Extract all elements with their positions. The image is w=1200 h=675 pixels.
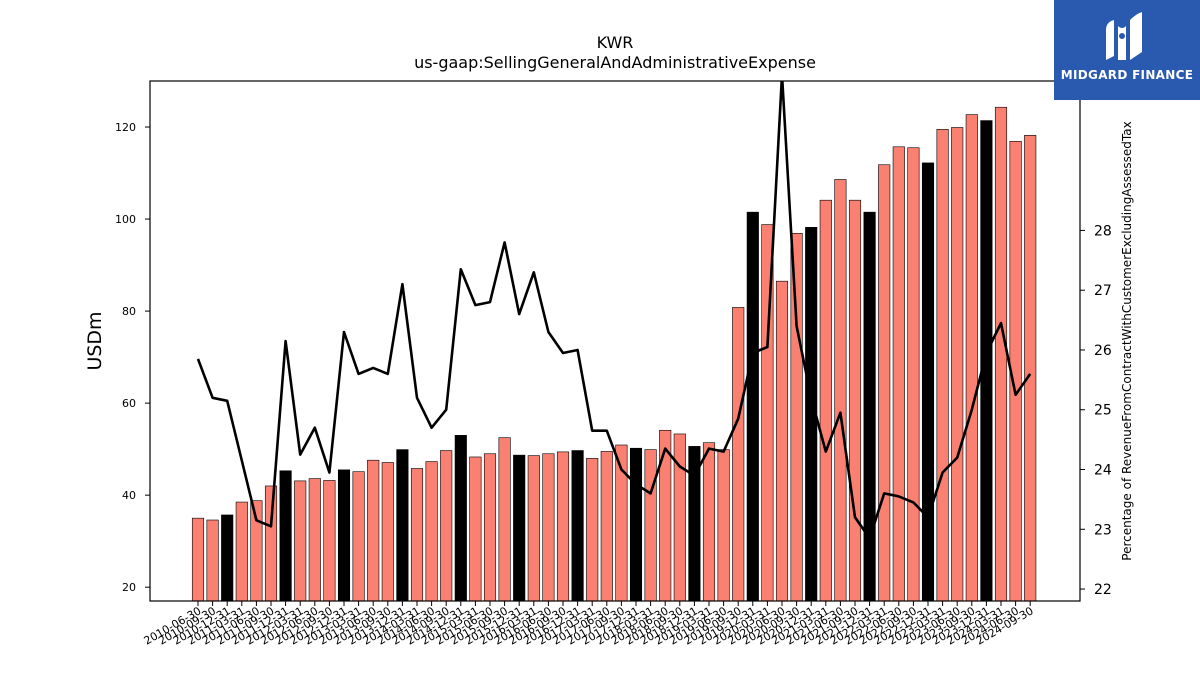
bar-2019-12-31 [746, 211, 759, 602]
chart-title: KWR [597, 33, 634, 52]
bar-2018-03-31 [644, 449, 657, 602]
y-tick-label: 120 [115, 121, 136, 134]
bar-2014-09-30 [440, 450, 453, 602]
bar-2016-06-30 [542, 453, 555, 602]
bar-2015-12-31 [513, 454, 526, 602]
bar-2023-06-30 [951, 127, 964, 602]
bar-2016-09-30 [556, 451, 570, 602]
y2-tick-label: 27 [1094, 283, 1112, 299]
bar-2022-12-31 [921, 162, 935, 602]
y-axis-right: 22 23 24 25 26 27 28 [1080, 223, 1112, 598]
bar-2014-12-31 [454, 435, 467, 602]
y-tick-label: 80 [122, 305, 136, 318]
line-path [196, 81, 1032, 540]
y2-axis-label: Percentage of RevenueFromContractWithCus… [1120, 121, 1134, 560]
bar-2013-06-30 [367, 459, 380, 602]
y-tick-label: 100 [115, 213, 136, 226]
bar-2021-09-30 [848, 199, 862, 602]
bar-2012-09-30 [323, 480, 336, 602]
y2-tick-label: 25 [1094, 403, 1112, 419]
y2-tick-label: 26 [1094, 343, 1112, 359]
y2-tick-label: 22 [1094, 582, 1112, 598]
bar-2021-03-31 [819, 199, 832, 602]
bar-2023-12-31 [980, 120, 993, 602]
y-tick-label: 40 [122, 489, 136, 502]
bar-2021-06-30 [834, 179, 847, 602]
bar-2022-03-31 [878, 164, 891, 602]
bar-2010-09-30 [206, 519, 219, 602]
bar-2013-09-30 [381, 462, 394, 602]
chart-subtitle: us-gaap:SellingGeneralAndAdministrativeE… [414, 53, 816, 72]
y2-tick-label: 24 [1094, 463, 1112, 479]
x-axis: 2010-06-302010-09-302010-12-312011-03-31… [142, 601, 1036, 648]
bar-2011-12-31 [279, 470, 292, 602]
bar-series [191, 106, 1037, 602]
bar-2024-09-30 [1024, 135, 1037, 602]
y-tick-label: 60 [122, 397, 136, 410]
bar-2019-06-30 [717, 449, 730, 602]
bar-2022-09-30 [907, 147, 920, 602]
y-axis-label: USDm [84, 311, 106, 370]
bar-2016-12-31 [571, 450, 584, 602]
bar-2018-09-30 [673, 433, 686, 602]
bar-2021-12-31 [863, 211, 876, 602]
bar-2023-03-31 [936, 129, 949, 602]
bar-2011-09-30 [264, 485, 278, 602]
bar-2019-09-30 [732, 307, 745, 602]
line-series [196, 81, 1032, 540]
bar-2013-12-31 [396, 449, 409, 602]
bar-2016-03-31 [527, 455, 540, 602]
bar-2013-03-31 [352, 471, 365, 602]
bar-2015-09-30 [498, 437, 511, 602]
bar-2012-06-30 [308, 478, 321, 602]
bar-2023-09-30 [965, 114, 978, 602]
bar-2018-06-30 [659, 429, 672, 602]
bar-2022-06-30 [892, 146, 905, 602]
bar-2011-03-31 [235, 501, 248, 602]
logo-mark-icon [1106, 12, 1142, 60]
bar-2014-03-31 [410, 468, 424, 602]
bar-2010-06-30 [191, 517, 205, 602]
bar-2020-09-30 [790, 233, 803, 602]
bar-2014-06-30 [425, 461, 438, 602]
y-tick-label: 20 [122, 581, 136, 594]
brand-logo: MIDGARD FINANCE [1054, 0, 1200, 100]
bar-2010-12-31 [221, 514, 234, 602]
bar-2015-03-31 [469, 456, 482, 602]
bar-2020-06-30 [775, 280, 789, 602]
bar-2019-03-31 [702, 442, 716, 602]
bar-2015-06-30 [483, 453, 497, 602]
y2-tick-label: 28 [1094, 223, 1112, 239]
y-axis-left: 20 40 60 80 100 120 [115, 121, 150, 594]
bar-2012-03-31 [294, 480, 307, 602]
bar-2012-12-31 [337, 469, 351, 602]
y2-tick-label: 23 [1094, 522, 1112, 538]
bar-2017-03-31 [586, 458, 599, 602]
bar-2017-06-30 [600, 451, 613, 602]
plot-frame [149, 80, 1081, 602]
bar-2017-12-31 [629, 447, 643, 602]
bar-2024-03-31 [994, 106, 1008, 602]
logo-text: MIDGARD FINANCE [1060, 68, 1194, 82]
